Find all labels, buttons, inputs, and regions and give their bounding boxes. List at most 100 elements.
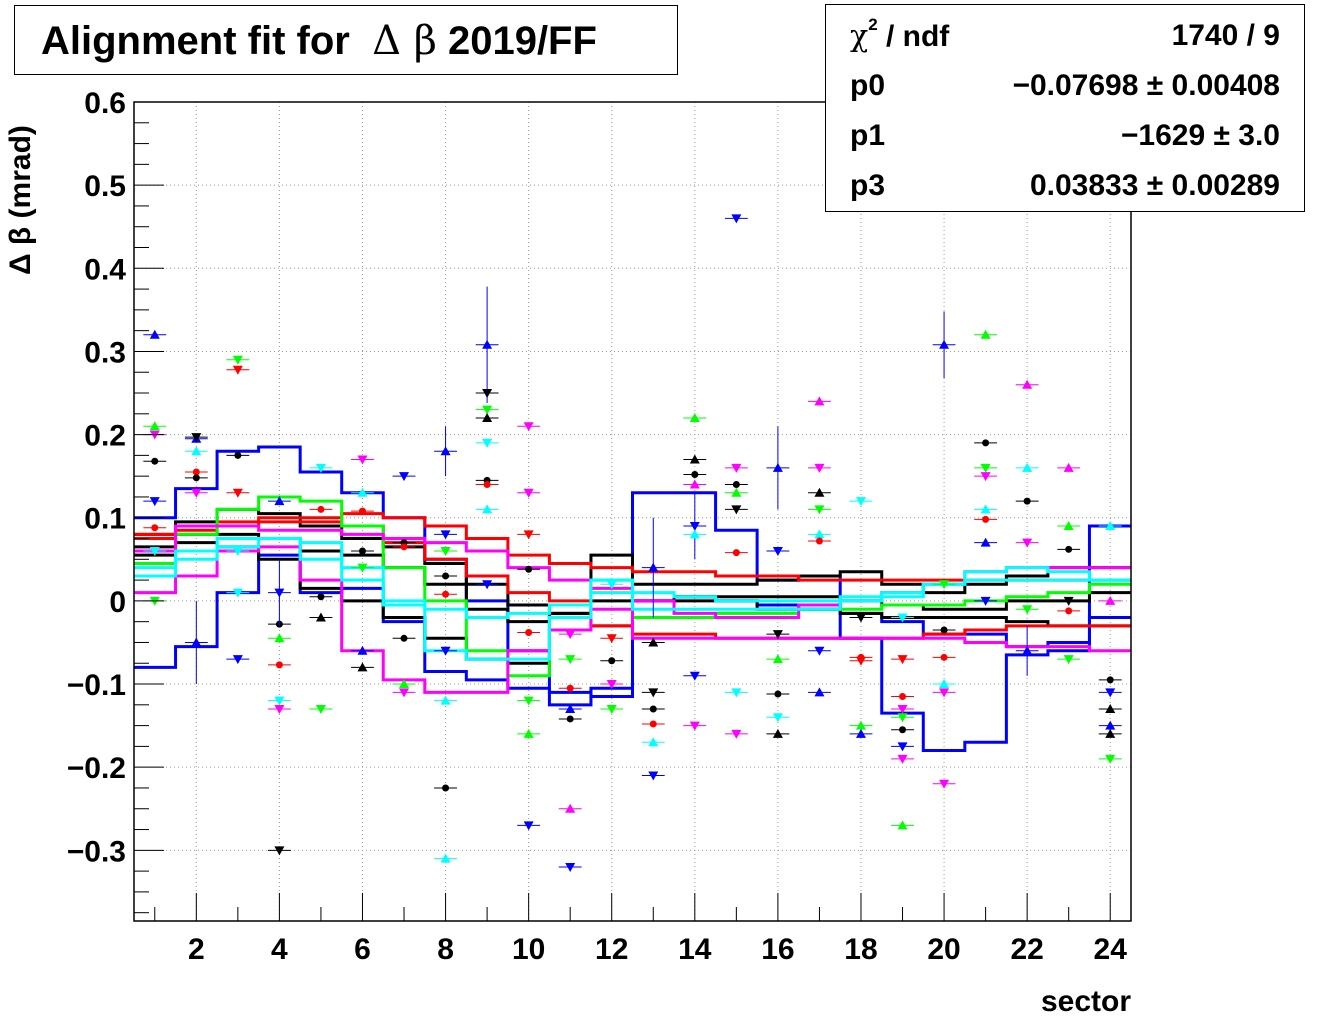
data-point-triangle-down [731,729,742,739]
data-point-triangle-up [689,529,700,539]
data-point-triangle-down [440,646,451,656]
data-point-triangle-up [191,637,202,647]
data-point-triangle-up [1105,720,1116,730]
data-point-triangle-up [772,728,783,738]
data-point-circle [151,457,159,465]
data-point-circle [192,474,200,482]
data-point-triangle-up [980,329,991,339]
data-point-triangle-down [357,563,368,573]
data-point-triangle-down [482,389,493,399]
data-point-triangle-up [1022,645,1033,655]
data-point-circle [317,593,325,601]
data-point-triangle-up [357,487,368,497]
data-point-triangle-up [855,728,866,738]
data-point-triangle-down [772,546,783,556]
data-point-triangle-down [565,862,576,872]
data-point-triangle-down [731,688,742,698]
data-point-triangle-down [232,355,243,365]
data-point-triangle-down [315,704,326,714]
data-point-circle [317,505,325,513]
data-point-triangle-down [482,580,493,590]
data-point-triangle-up [523,728,534,738]
data-point-triangle-down [1105,688,1116,698]
data-point-triangle-down [689,721,700,731]
data-point-circle [732,549,740,557]
data-point-triangle-down [897,742,908,752]
data-point-circle [608,657,616,665]
data-point-triangle-down [274,588,285,598]
fit-stats-box: χ2 / ndf 1740 / 9 p0 −0.07698 ± 0.00408 … [825,4,1305,212]
data-point-triangle-down [1022,605,1033,615]
data-point-triangle-up [482,412,493,422]
data-point-triangle-down [772,630,783,640]
data-point-triangle-down [814,646,825,656]
data-point-circle [566,715,574,723]
data-point-triangle-down [440,530,451,540]
stats-param-value: −0.07698 ± 0.00408 [1012,69,1280,102]
data-point-triangle-up [1105,728,1116,738]
data-point-triangle-up [440,446,451,456]
x-tick-label: 20 [927,933,960,966]
data-point-circle [442,784,450,792]
data-point-triangle-up [482,339,493,349]
data-point-triangle-down [274,704,285,714]
data-point-triangle-up [814,396,825,406]
data-point-triangle-up [399,679,410,689]
data-point-triangle-up [689,412,700,422]
data-point-triangle-down [440,546,451,556]
data-point-circle [940,626,948,634]
fit-line [134,537,1131,620]
data-point-triangle-down [648,688,659,698]
stats-row-chi2: χ2 / ndf 1740 / 9 [826,9,1304,59]
data-point-triangle-up [440,853,451,863]
fit-line [134,445,1131,753]
data-point-circle [1023,497,1031,505]
data-point-triangle-up [689,479,700,489]
data-point-triangle-up [814,487,825,497]
data-point-triangle-up [1063,462,1074,472]
data-point-circle [442,590,450,598]
data-point-triangle-down [149,497,160,507]
data-point-triangle-down [897,613,908,623]
data-point-circle [400,543,408,551]
stats-param-name: p0 [850,69,886,102]
data-point-circle [899,726,907,734]
data-point-triangle-up [648,637,659,647]
data-point-triangle-up [772,654,783,664]
data-point-triangle-down [689,522,700,532]
data-point-triangle-down [897,704,908,714]
data-point-triangle-up [855,720,866,730]
data-point-triangle-up [315,612,326,622]
data-point-triangle-down [980,472,991,482]
data-point-triangle-down [689,671,700,681]
data-point-triangle-up [191,446,202,456]
y-axis-label: Δ β (mrad) [4,125,37,275]
data-point-triangle-up [274,496,285,506]
data-point-triangle-down [399,688,410,698]
data-point-triangle-down [939,580,950,590]
data-point-circle [1065,545,1073,553]
data-point-triangle-down [855,613,866,623]
data-point-triangle-up [980,537,991,547]
data-point-triangle-up [274,633,285,643]
data-point-triangle-up [814,687,825,697]
data-point-triangle-down [565,630,576,640]
x-tick-label: 2 [188,933,205,966]
data-point-triangle-up [814,529,825,539]
data-point-triangle-up [565,803,576,813]
title-prefix: Alignment fit for [41,19,350,63]
data-point-triangle-up [1105,521,1116,531]
data-point-triangle-down [399,472,410,482]
data-point-triangle-down [731,214,742,224]
data-point-triangle-up [1063,521,1074,531]
data-point-triangle-up [440,695,451,705]
y-tick-label: 0.2 [84,420,126,453]
data-point-triangle-down [606,634,617,644]
data-point-triangle-down [772,713,783,723]
chart-title: Alignment fit for Δ β 2019/FF [14,5,678,75]
data-point-triangle-down [565,655,576,665]
data-point-circle [192,468,200,476]
data-point-circle [525,565,533,573]
x-tick-label: 8 [437,933,454,966]
y-tick-label: 0.4 [84,253,126,286]
